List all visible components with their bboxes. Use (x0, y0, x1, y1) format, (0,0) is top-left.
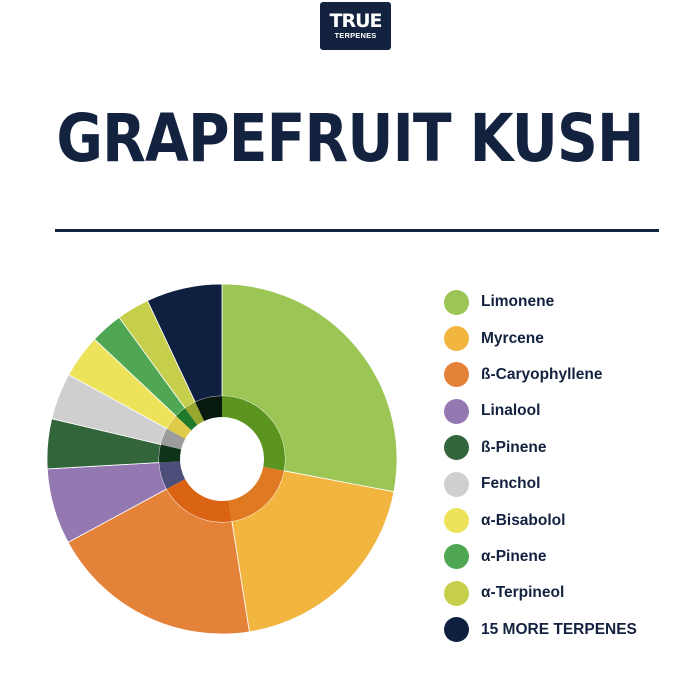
legend-label: α-Terpineol (481, 584, 565, 602)
legend-item: Linalool (444, 393, 637, 429)
inner-slice-0 (222, 396, 285, 471)
logo: TRUE TERPENES (320, 2, 391, 50)
legend-label: ß-Caryophyllene (481, 365, 603, 383)
legend-item: α-Bisabolol (444, 502, 637, 538)
legend-item: α-Terpineol (444, 575, 637, 611)
inner-slice-2 (166, 479, 232, 522)
legend-item: ß-Caryophyllene (444, 357, 637, 393)
divider (55, 229, 659, 232)
inner-slice-8 (184, 401, 205, 426)
legend-label: Linalool (481, 402, 541, 420)
legend-swatch (444, 580, 469, 606)
page-title: GRAPEFRUIT KUSH (56, 100, 644, 177)
legend-swatch (444, 398, 469, 424)
legend-label: Myrcene (481, 329, 544, 347)
legend-swatch (444, 289, 469, 315)
inner-slice-5 (160, 428, 186, 450)
legend: Limonene Myrcene ß-Caryophyllene Linalool ß-… (444, 284, 637, 648)
legend-item: Fenchol (444, 466, 637, 502)
legend-item: Limonene (444, 284, 637, 320)
legend-label: 15 MORE TERPENES (481, 620, 637, 638)
legend-label: ß-Pinene (481, 438, 547, 456)
legend-swatch (444, 617, 469, 643)
inner-slice-3 (159, 461, 186, 490)
legend-item: α-Pinene (444, 539, 637, 575)
inner-slice-4 (159, 444, 182, 463)
legend-item: Myrcene (444, 320, 637, 356)
legend-item: ß-Pinene (444, 430, 637, 466)
legend-swatch (444, 471, 469, 497)
legend-swatch (444, 435, 469, 461)
legend-label: Fenchol (481, 475, 541, 493)
legend-label: α-Pinene (481, 547, 547, 565)
inner-slice-9 (195, 396, 222, 421)
legend-swatch (444, 508, 469, 534)
legend-label: Limonene (481, 293, 555, 311)
legend-swatch (444, 362, 469, 388)
legend-item: 15 MORE TERPENES (444, 612, 637, 648)
slice-0 (221, 283, 398, 493)
legend-swatch (444, 544, 469, 570)
legend-swatch (444, 326, 469, 352)
legend-label: α-Bisabolol (481, 511, 566, 529)
inner-slice-7 (176, 408, 198, 431)
inner-slice-1 (228, 466, 284, 522)
inner-slice-6 (166, 415, 192, 439)
